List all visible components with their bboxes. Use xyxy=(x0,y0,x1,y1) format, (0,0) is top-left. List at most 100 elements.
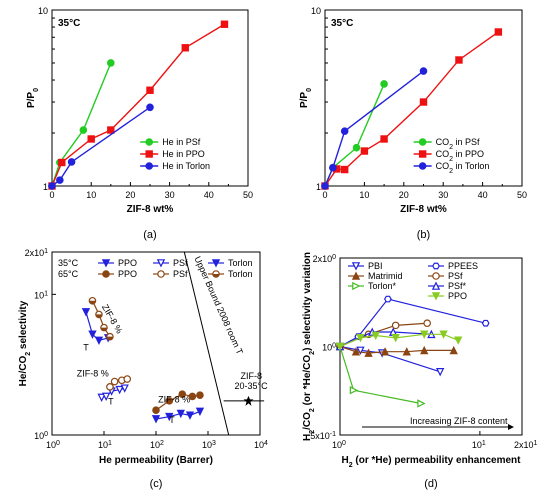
data-point xyxy=(481,319,490,327)
y-tick-label: 2x101 xyxy=(25,248,49,259)
panel-caption: (d) xyxy=(424,478,437,490)
legend-marker xyxy=(431,292,441,301)
legend-label: He in Torlon xyxy=(162,161,210,171)
panel-caption: (c) xyxy=(150,478,163,490)
data-point xyxy=(391,321,400,330)
data-point xyxy=(356,346,365,355)
legend-label: Matrimid xyxy=(368,271,403,281)
panel-caption: (a) xyxy=(143,229,156,241)
legend-label: PPO xyxy=(448,291,467,301)
plot-frame xyxy=(51,9,249,187)
data-point xyxy=(423,319,431,328)
data-point xyxy=(380,347,390,356)
data-point xyxy=(419,67,428,75)
data-point xyxy=(185,411,195,420)
legend-marker xyxy=(418,150,427,158)
data-point xyxy=(220,20,229,28)
x-tick-label: 10 xyxy=(359,190,369,200)
legend-marker xyxy=(431,281,441,290)
data-point xyxy=(419,98,428,106)
panel-c: 100 101 102 103 104 100 101 2x101 He permeabilit… xyxy=(18,248,268,491)
y-tick-label: 1 xyxy=(43,182,48,192)
y-axis-title: He/CO2 selectivity xyxy=(18,300,32,386)
data-point xyxy=(58,158,66,167)
zif8-annotation: ZIF-8 % xyxy=(77,369,109,379)
zif8-star-marker xyxy=(243,395,254,406)
data-point xyxy=(439,330,448,339)
data-point xyxy=(364,348,373,357)
data-point xyxy=(181,44,189,52)
data-point xyxy=(371,331,380,341)
data-point xyxy=(352,143,361,152)
y-axis-title: H2/CO2 (or *He/CO2) selectivity variatio… xyxy=(302,252,316,441)
panel-caption: (b) xyxy=(417,229,430,241)
x-tick-label: 101 xyxy=(98,440,112,451)
legend-marker xyxy=(101,259,111,268)
data-point xyxy=(67,158,76,166)
upper-bound-line xyxy=(183,251,230,436)
legend-marker xyxy=(432,272,440,280)
data-point xyxy=(196,391,204,399)
data-point xyxy=(176,409,185,419)
legend-label: He in PSf xyxy=(162,137,201,147)
legend-marker xyxy=(145,138,154,146)
data-point xyxy=(56,176,64,184)
x-tick-label: 40 xyxy=(204,190,214,200)
legend-temp: 35°C xyxy=(58,258,79,268)
y-tick-label: 1 xyxy=(316,182,321,192)
data-point xyxy=(329,163,337,172)
temperature-arrow-label: T xyxy=(108,396,114,406)
data-point xyxy=(178,390,187,399)
legend-label: PPO xyxy=(118,258,137,268)
legend-label: Torlon* xyxy=(368,281,397,291)
x-tick-label: 0 xyxy=(49,190,54,200)
data-point xyxy=(454,336,463,345)
data-point xyxy=(356,334,365,343)
data-point xyxy=(110,377,119,386)
legend-temp: 65°C xyxy=(58,269,79,279)
data-point xyxy=(188,392,197,401)
x-tick-label: 100 xyxy=(46,440,60,451)
data-point xyxy=(402,347,411,356)
series-line xyxy=(324,70,424,187)
data-point xyxy=(152,406,160,415)
temperature-arrow-label: T xyxy=(169,415,175,425)
data-point xyxy=(48,182,56,190)
data-point xyxy=(87,135,95,143)
legend-label: PPO xyxy=(118,269,137,279)
series-line xyxy=(91,300,111,338)
x-tick-label: 2x101 xyxy=(514,440,538,451)
data-point xyxy=(349,386,359,395)
legend-label: PSf* xyxy=(448,281,467,291)
legend-label: CO2 in PPO xyxy=(436,149,484,163)
data-point xyxy=(420,330,429,339)
data-point xyxy=(123,375,132,383)
temperature-label: 35°C xyxy=(58,18,80,29)
x-tick-label: 102 xyxy=(150,440,164,451)
legend-label: Torlon xyxy=(228,258,253,268)
y-tick-label: 10 xyxy=(311,6,321,16)
x-tick-label: 101 xyxy=(472,440,486,451)
data-point xyxy=(107,126,115,134)
y-tick-label: 100 xyxy=(322,342,336,353)
temperature-arrow-label: T xyxy=(83,342,89,352)
data-point-fill xyxy=(106,336,114,340)
data-point xyxy=(380,135,388,143)
data-point xyxy=(455,56,463,64)
data-point xyxy=(79,126,88,134)
data-point xyxy=(449,345,458,355)
legend-label: PPEES xyxy=(448,261,478,271)
data-point xyxy=(360,147,369,155)
legend-label: He in PPO xyxy=(162,149,205,159)
x-axis-title: He permeability (Barrer) xyxy=(99,455,213,466)
x-axis-title: ZIF-8 wt% xyxy=(400,204,447,215)
legend-marker xyxy=(211,259,221,268)
y-tick-label: 101 xyxy=(34,290,48,301)
x-tick-label: 104 xyxy=(254,440,268,451)
data-point-fill xyxy=(100,327,108,331)
data-point xyxy=(106,383,114,391)
data-point xyxy=(165,397,174,405)
series-line xyxy=(51,106,151,187)
y-tick-label: 2x100 xyxy=(313,254,337,265)
data-point xyxy=(165,412,174,422)
